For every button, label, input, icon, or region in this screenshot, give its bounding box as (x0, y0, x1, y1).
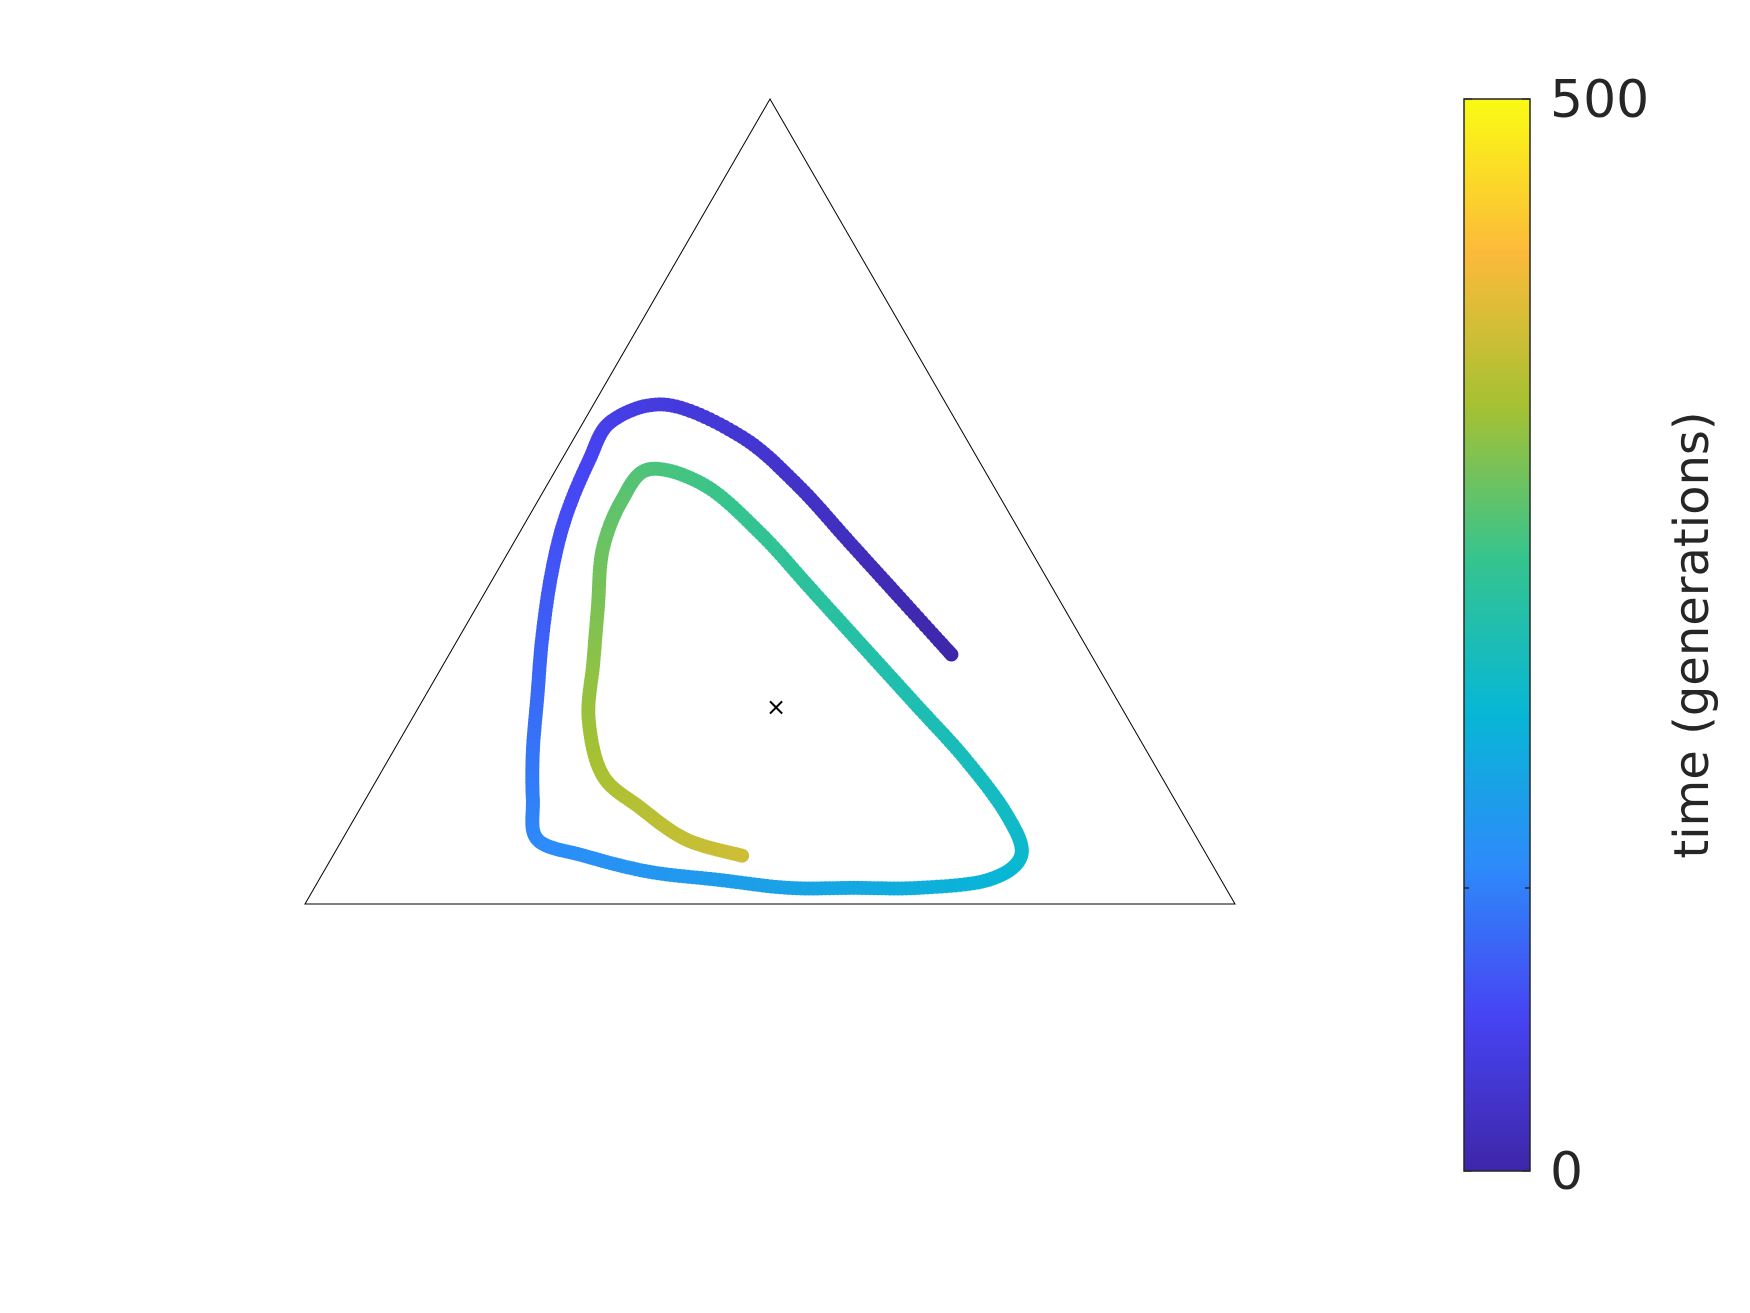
colorbar-gradient (1464, 99, 1530, 1171)
colorbar-frame (1463, 98, 1531, 1172)
center-marker: × (766, 693, 786, 721)
colorbar-min-label: 0 (1550, 1142, 1583, 1202)
colorbar-axis-label: time (generations) (1664, 411, 1720, 858)
colorbar: 500 0 time (generations) (1463, 70, 1720, 1202)
trajectory-point (735, 848, 750, 863)
trajectory-layer (525, 397, 1029, 896)
plot-area: × (304, 98, 1236, 905)
colorbar-max-label: 500 (1550, 70, 1649, 130)
simplex-triangle (304, 98, 1236, 905)
